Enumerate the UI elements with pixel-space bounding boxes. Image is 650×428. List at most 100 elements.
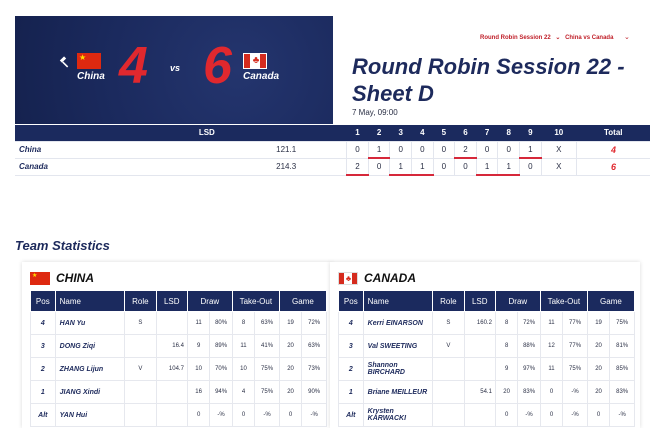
player-pos: 4 [30,311,56,335]
game-pct: 75% [609,311,635,335]
line-score-col-header: 6 [454,125,477,141]
total-score-cell: 4 [575,140,650,159]
takeout-count: 11 [539,357,564,381]
table-row: Alt Krysten KARWACKI 0 -% 0 -% 0 -% [338,403,635,427]
lsd-cell: 214.3 [67,158,347,176]
draw-pct: 97% [517,357,541,381]
draw-count: 16 [186,380,211,404]
game-count: 0 [586,403,611,427]
player-name: Krysten KARWACKI [362,403,434,427]
draw-count: 0 [494,403,519,427]
stats-col-header-game: Game [278,290,328,312]
stats-col-header-draw: Draw [494,290,541,312]
draw-count: 0 [186,403,211,427]
chevron-down-icon[interactable]: ⌄ [555,35,561,41]
game-pct: 85% [609,357,635,381]
stats-header-row: Pos Name Role LSD Draw Take-Out Game [30,290,328,312]
total-score-cell: 6 [575,158,650,176]
team-name-cell: Canada [15,158,67,176]
team-statistics-title: Team Statistics [15,238,110,253]
breadcrumb: Round Robin Session 22 ⌄ China vs Canada [480,34,613,41]
takeout-pct: 41% [254,334,280,358]
player-lsd: 54.1 [463,380,496,404]
team-stats-panel-canada: ♣ CANADA Pos Name Role LSD Draw Take-Out Game 4… [330,262,640,428]
takeout-count: 11 [231,334,256,358]
table-row: 2 Shannon BIRCHARD 9 97% 11 75% 20 85% [338,357,635,381]
game-pct: 81% [609,334,635,358]
stats-col-header-role: Role [432,290,465,312]
end-score-cell: 0 [475,140,498,159]
line-score-col-header: 7 [476,125,498,141]
player-name: Shannon BIRCHARD [362,357,434,381]
game-date: 7 May, 09:00 [352,108,398,117]
table-row: 4 Kerri EINARSON S 160.2 8 72% 11 77% 19 75% [338,311,635,335]
player-pos: 2 [30,357,56,381]
table-row: 2 ZHANG Lijun V 104.7 10 70% 10 75% 20 73% [30,357,327,381]
takeout-pct: 75% [254,380,280,404]
takeout-pct: 63% [254,311,280,335]
player-pos: 4 [338,311,364,335]
draw-pct: 80% [209,311,233,335]
chevron-down-icon[interactable]: ⌄ [624,34,630,41]
stats-header-row: Pos Name Role LSD Draw Take-Out Game [338,290,636,312]
takeout-pct: -% [562,380,588,404]
player-lsd [155,403,188,427]
player-name: HAN Yu [54,311,126,335]
end-score-cell: 1 [410,158,434,176]
page-title: Round Robin Session 22 - Sheet D [352,54,625,106]
breadcrumb-session[interactable]: Round Robin Session 22 [480,35,551,41]
end-score-cell: 0 [519,158,542,176]
end-score-cell: 0 [497,140,520,159]
draw-count: 20 [494,380,519,404]
team-stats-panel-china: ★ CHINA Pos Name Role LSD Draw Take-Out Game 4 H… [22,262,332,428]
team-column-header [15,125,67,141]
breadcrumb-game[interactable]: China vs Canada [565,35,614,41]
end-score-cell: 0 [389,140,412,159]
team-a-name: China [77,71,105,82]
end-score-cell: 2 [454,140,477,159]
takeout-count: 10 [231,357,256,381]
draw-pct: -% [209,403,233,427]
player-role: V [432,334,465,358]
player-stats-table: Pos Name Role LSD Draw Take-Out Game 4 Kerri EIN… [338,290,636,427]
player-pos: 1 [338,380,364,404]
player-pos: 3 [30,334,56,358]
player-lsd [463,334,496,358]
team-b-score: 6 [203,37,232,95]
draw-pct: 88% [517,334,541,358]
stats-col-header-role: Role [124,290,157,312]
draw-count: 8 [494,311,519,335]
takeout-count: 0 [539,403,564,427]
table-row: 4 HAN Yu S 11 80% 8 63% 19 72% [30,311,327,335]
stats-col-header-pos: Pos [338,290,364,312]
takeout-count: 0 [539,380,564,404]
end-score-cell: 2 [346,158,369,176]
table-row: 3 Val SWEETING V 8 88% 12 77% 20 81% [338,334,635,358]
end-score-cell: X [540,140,577,159]
takeout-count: 11 [539,311,564,335]
takeout-pct: 77% [562,311,588,335]
team-stats-name: CHINA [56,271,94,285]
player-name: ZHANG Lijun [54,357,126,381]
player-pos: 3 [338,334,364,358]
player-role: V [124,357,157,381]
player-name: YAN Hui [54,403,126,427]
player-lsd: 104.7 [155,357,188,381]
end-score-cell: 0 [432,140,455,159]
end-score-cell: 1 [389,158,412,176]
draw-count: 9 [186,334,211,358]
takeout-pct: -% [562,403,588,427]
stats-col-header-name: Name [54,290,126,312]
player-pos: Alt [30,403,56,427]
takeout-count: 8 [231,311,256,335]
game-count: 19 [586,311,611,335]
team-b-name: Canada [243,71,280,82]
end-score-cell: 0 [410,140,434,159]
game-count: 20 [278,380,303,404]
end-score-cell: 0 [454,158,477,176]
team-stats-name: CANADA [364,271,416,285]
player-lsd [463,357,496,381]
scoreboard-banner: ★ China 4 vs 6 ♣ Canada [15,16,333,124]
end-score-cell: 0 [432,158,455,176]
draw-count: 11 [186,311,211,335]
